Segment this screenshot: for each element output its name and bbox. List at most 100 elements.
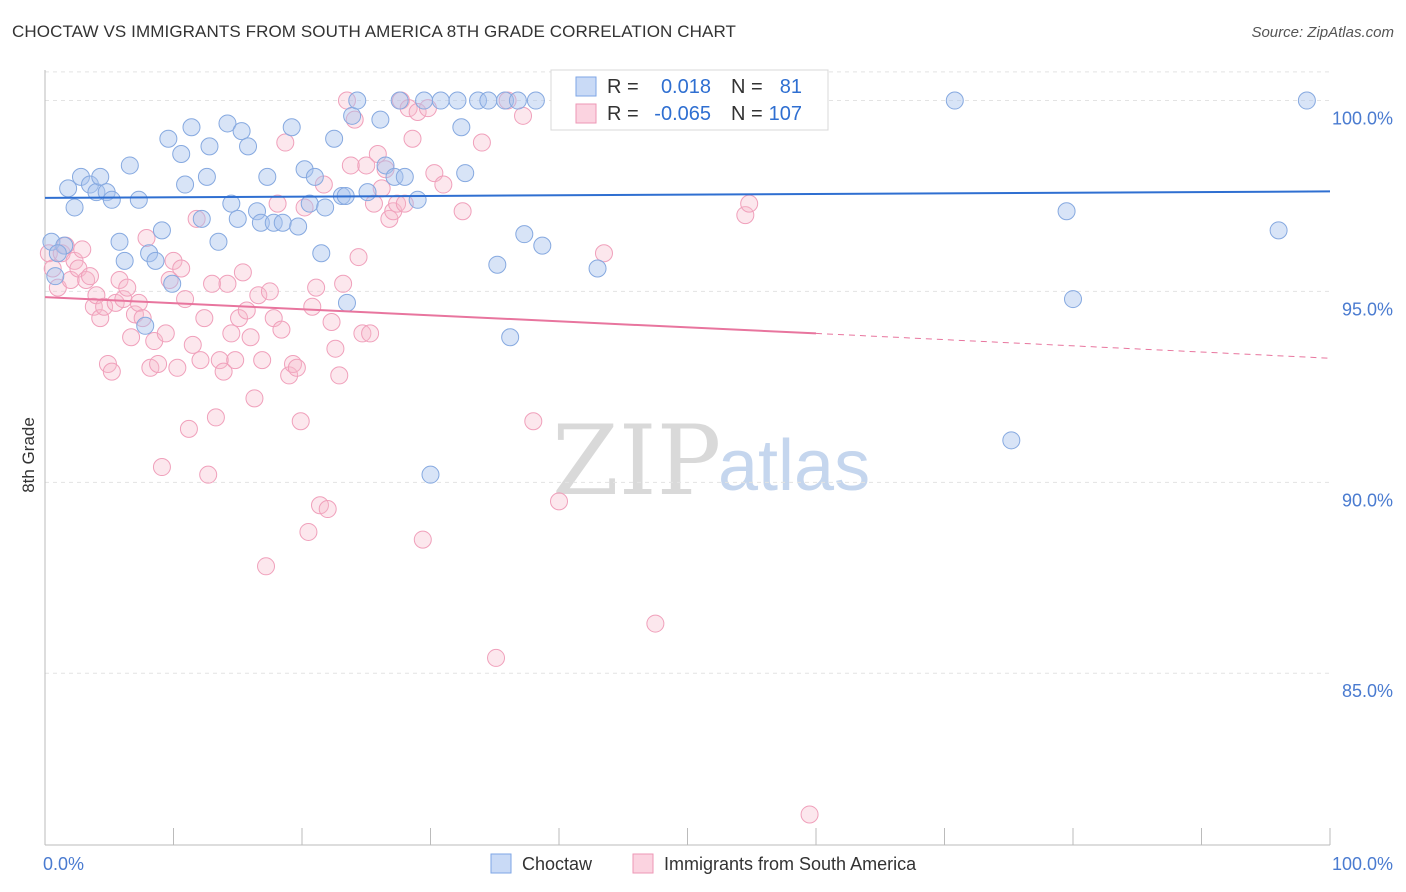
legend-r-label-2: R =	[607, 103, 639, 125]
point-immigrants	[364, 194, 383, 213]
point-choctaw	[258, 167, 277, 186]
point-immigrants	[524, 412, 543, 431]
point-choctaw	[65, 198, 84, 217]
y-tick-label: 100.0%	[1332, 109, 1393, 129]
point-choctaw	[146, 251, 165, 270]
legend-n-value-2: 107	[769, 103, 802, 125]
point-immigrants	[453, 202, 472, 221]
trendline-choctaw	[44, 190, 1331, 199]
point-immigrants	[156, 324, 175, 343]
point-immigrants	[260, 282, 279, 301]
point-immigrants	[287, 358, 306, 377]
point-immigrants	[413, 530, 432, 549]
point-immigrants	[740, 194, 759, 213]
watermark-atlas: atlas	[718, 426, 870, 506]
point-immigrants	[487, 648, 506, 667]
point-immigrants	[183, 335, 202, 354]
point-choctaw	[197, 167, 216, 186]
point-choctaw	[140, 244, 159, 263]
point-immigrants	[299, 522, 318, 541]
x-tick-label: 100.0%	[1332, 854, 1393, 874]
point-immigrants	[91, 309, 110, 328]
point-choctaw	[1297, 91, 1316, 110]
point-choctaw	[71, 167, 90, 186]
point-immigrants	[257, 557, 276, 576]
point-immigrants	[122, 328, 141, 347]
watermark: ZIP atlas	[552, 405, 870, 517]
point-immigrants	[399, 99, 418, 118]
point-choctaw	[385, 167, 404, 186]
point-immigrants	[272, 320, 291, 339]
legend-r-value-2: -0.065	[654, 103, 711, 125]
bottom-legend-immigrants: Immigrants from South America	[664, 854, 917, 874]
point-choctaw	[87, 183, 106, 202]
y-tick-label: 85.0%	[1342, 681, 1393, 701]
point-choctaw	[456, 164, 475, 183]
point-choctaw	[390, 91, 409, 110]
point-choctaw	[282, 118, 301, 137]
x-tick-label: 0.0%	[43, 854, 84, 874]
point-choctaw	[136, 316, 155, 335]
trendline-immigrants-dashed	[815, 332, 1331, 359]
point-immigrants	[214, 362, 233, 381]
legend-box: R = 0.018 N = 81 R = -0.065 N = 107	[550, 69, 829, 131]
y-tick-labels: 85.0% 90.0% 95.0% 100.0%	[1332, 109, 1393, 702]
point-immigrants	[233, 263, 252, 282]
point-immigrants	[237, 301, 256, 320]
point-choctaw	[91, 167, 110, 186]
point-choctaw	[55, 236, 74, 255]
point-choctaw	[251, 213, 270, 232]
point-choctaw	[448, 91, 467, 110]
point-immigrants	[376, 160, 395, 179]
y-tick-label: 90.0%	[1342, 490, 1393, 510]
point-immigrants	[73, 240, 92, 259]
point-choctaw	[501, 328, 520, 347]
point-immigrants	[800, 805, 819, 824]
bottom-legend: Choctaw Immigrants from South America	[490, 853, 917, 874]
point-choctaw	[80, 175, 99, 194]
point-immigrants	[102, 362, 121, 381]
point-immigrants	[330, 366, 349, 385]
point-choctaw	[232, 122, 251, 141]
point-immigrants	[191, 351, 210, 370]
point-immigrants	[249, 286, 268, 305]
watermark-zip: ZIP	[552, 405, 721, 517]
point-immigrants	[341, 156, 360, 175]
point-choctaw	[508, 91, 527, 110]
point-choctaw	[176, 175, 195, 194]
point-choctaw	[110, 232, 129, 251]
point-choctaw	[182, 118, 201, 137]
point-immigrants	[472, 133, 491, 152]
point-immigrants	[550, 492, 568, 511]
point-choctaw	[1269, 221, 1288, 240]
point-choctaw	[218, 114, 237, 133]
bottom-legend-swatch-choctaw	[490, 853, 512, 874]
gridlines	[45, 71, 1330, 674]
point-immigrants	[110, 270, 129, 289]
point-choctaw	[348, 91, 367, 110]
point-immigrants	[736, 206, 755, 225]
point-immigrants	[646, 614, 665, 633]
point-immigrants	[210, 351, 229, 370]
point-choctaw	[1057, 202, 1076, 221]
point-choctaw	[526, 91, 545, 110]
point-immigrants	[226, 351, 245, 370]
point-choctaw	[469, 91, 488, 110]
point-choctaw	[46, 267, 65, 286]
point-immigrants	[403, 129, 422, 148]
point-immigrants	[218, 274, 237, 293]
axes	[44, 70, 1331, 846]
point-choctaw	[163, 274, 182, 293]
point-choctaw	[515, 225, 534, 244]
point-immigrants	[137, 228, 156, 247]
point-immigrants	[95, 297, 114, 316]
point-choctaw	[421, 465, 440, 484]
point-immigrants	[353, 324, 372, 343]
point-immigrants	[326, 339, 345, 358]
point-immigrants	[195, 309, 214, 328]
point-immigrants	[318, 500, 337, 519]
point-immigrants	[268, 194, 287, 213]
legend-swatch-choctaw	[575, 76, 597, 97]
legend-n-label-2: N =	[731, 103, 763, 125]
source-note: Source: ZipAtlas.com	[1251, 24, 1394, 41]
